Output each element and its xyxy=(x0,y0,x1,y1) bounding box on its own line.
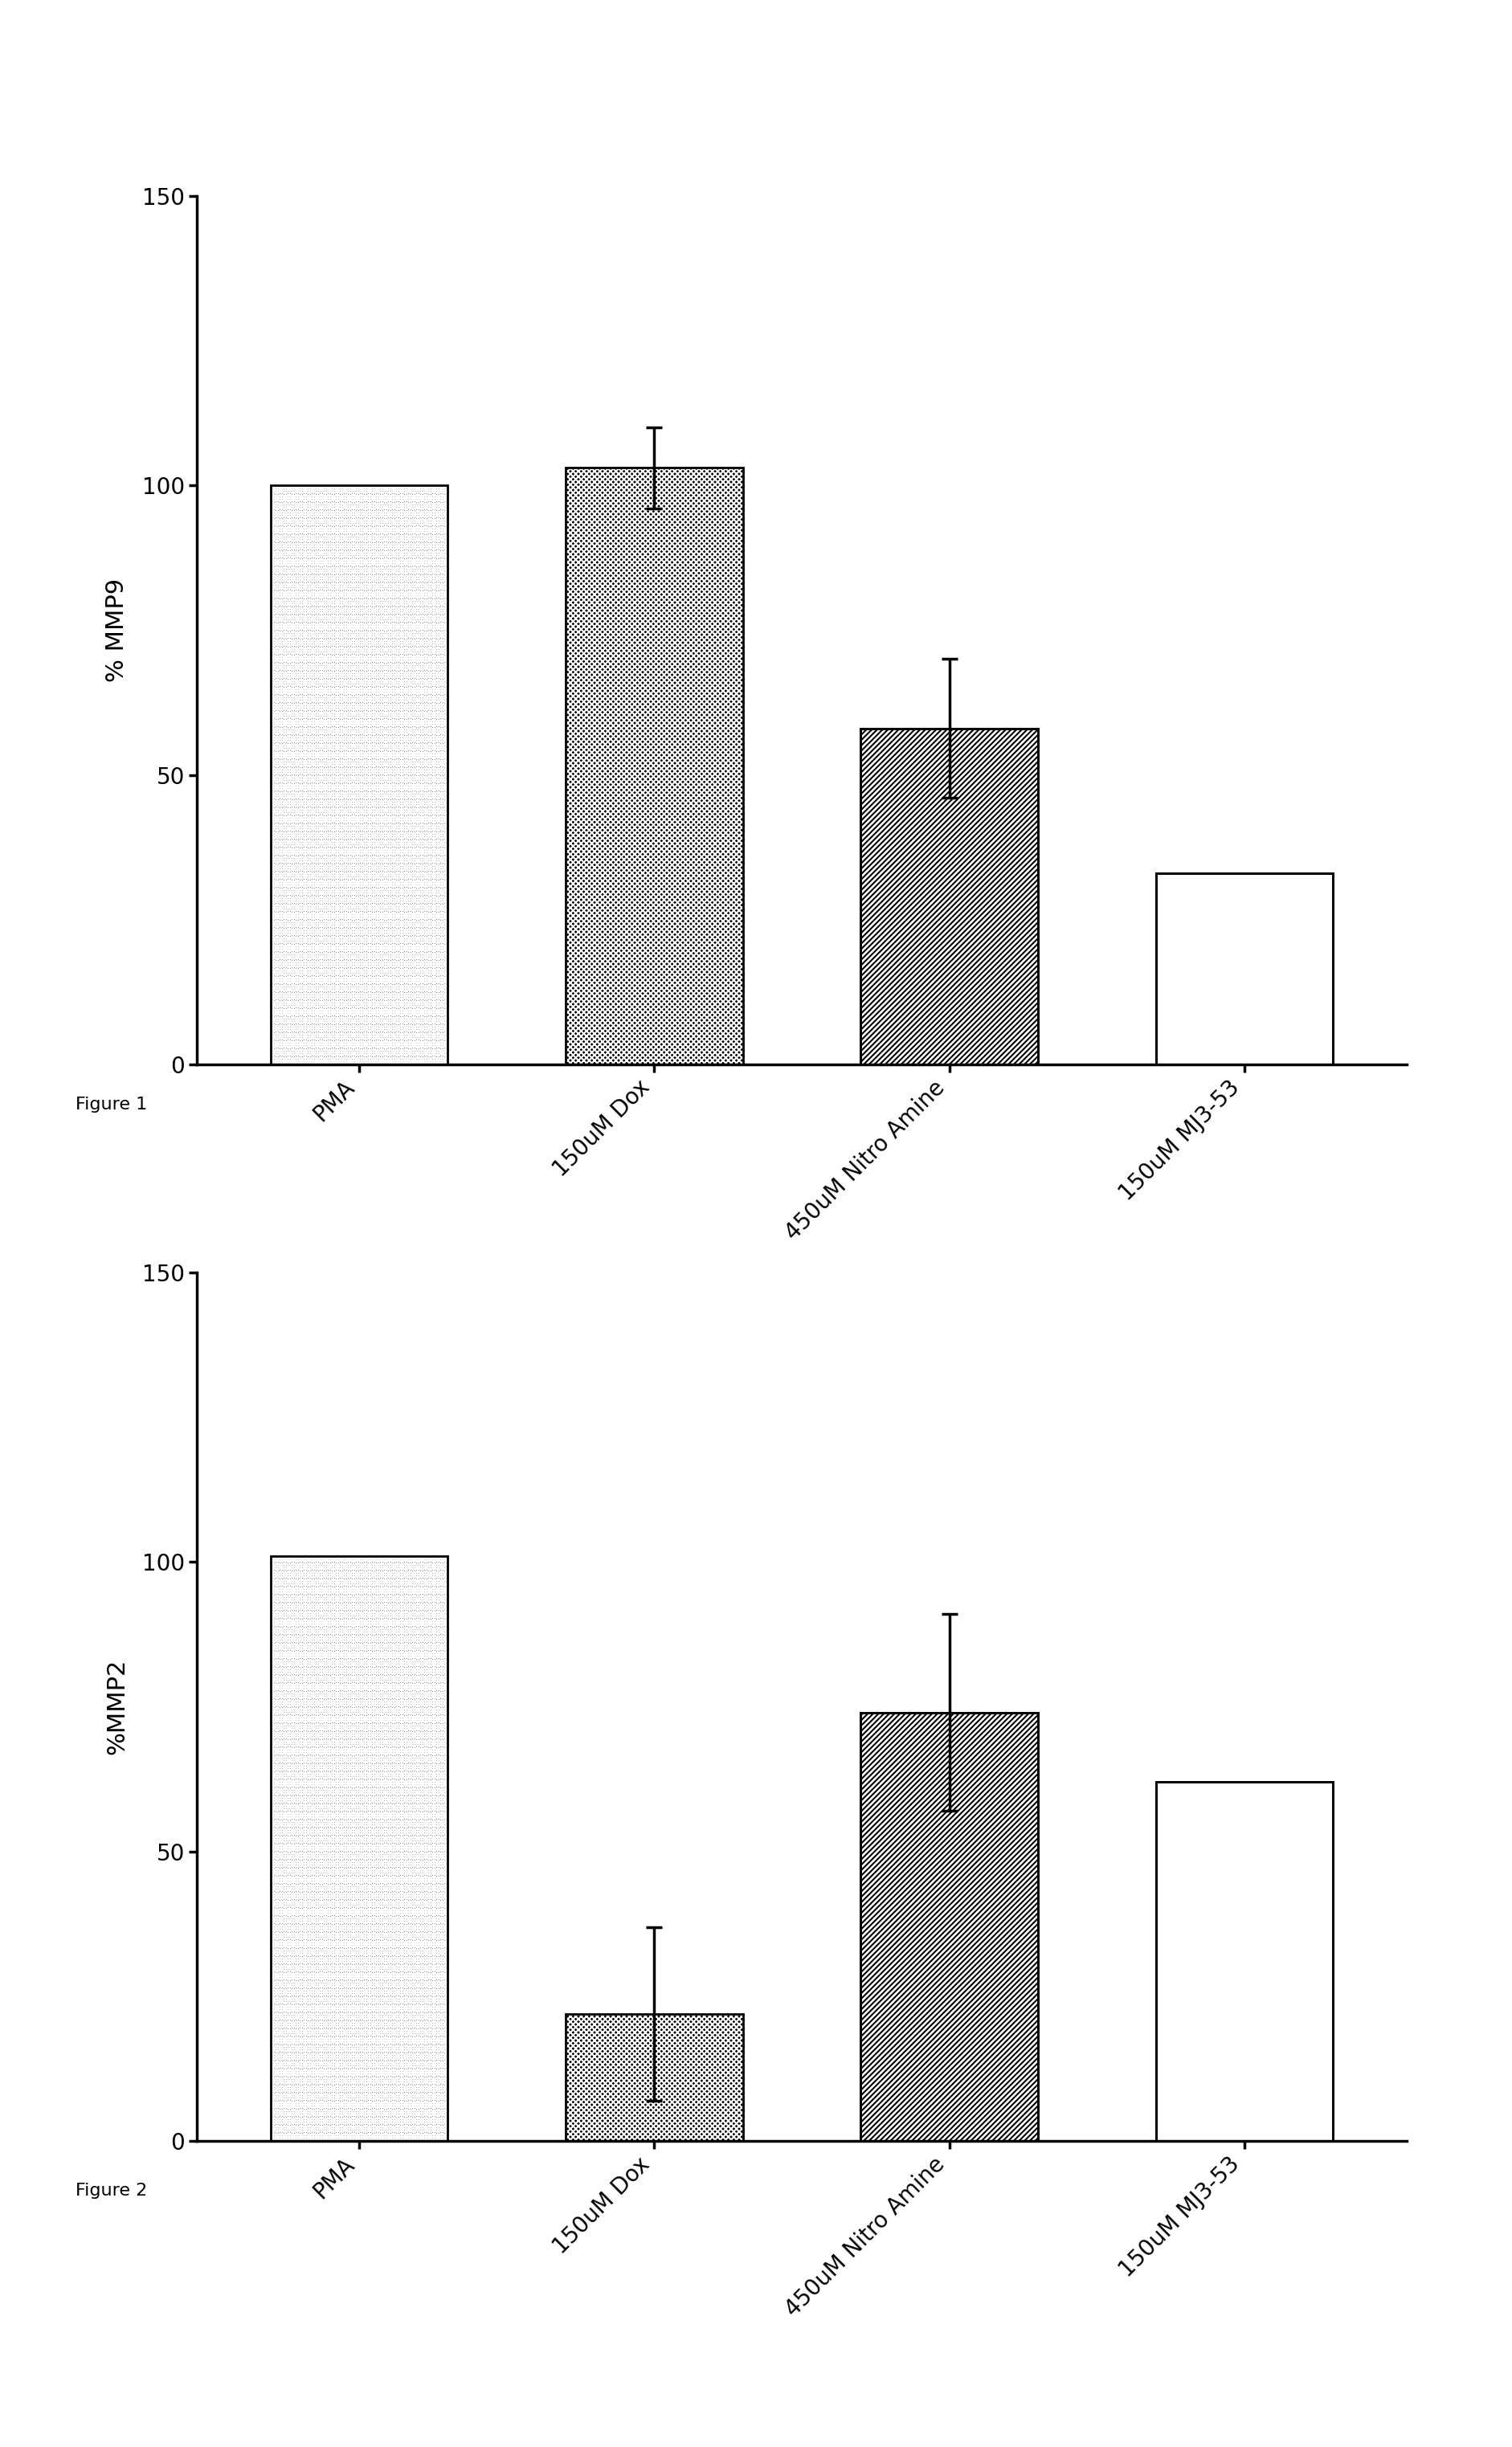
Bar xyxy=(1155,874,1332,1064)
Bar xyxy=(565,2014,742,2141)
Bar xyxy=(565,467,742,1064)
Bar xyxy=(271,1556,448,2141)
Bar xyxy=(860,729,1037,1064)
Bar xyxy=(860,729,1037,1064)
Bar xyxy=(565,2014,742,2141)
Bar xyxy=(860,1713,1037,2141)
Bar xyxy=(565,467,742,1064)
Bar xyxy=(271,1556,448,2141)
Bar xyxy=(271,485,448,1064)
Bar xyxy=(860,1713,1037,2141)
Bar xyxy=(1155,874,1332,1064)
Bar xyxy=(1155,1781,1332,2141)
Text: Figure 2: Figure 2 xyxy=(76,2183,147,2200)
Text: Figure 1: Figure 1 xyxy=(76,1096,147,1113)
Bar xyxy=(1155,1781,1332,2141)
Y-axis label: % MMP9: % MMP9 xyxy=(106,577,129,683)
Y-axis label: %MMP2: %MMP2 xyxy=(106,1659,129,1754)
Bar xyxy=(271,485,448,1064)
